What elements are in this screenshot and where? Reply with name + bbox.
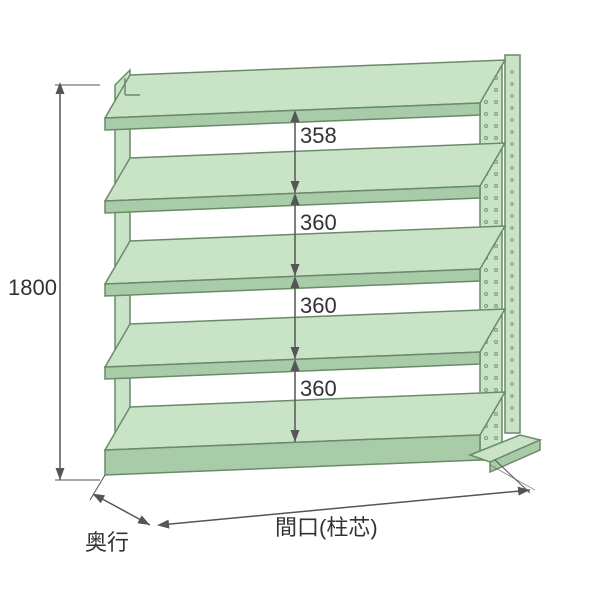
- shelf-2: [105, 143, 505, 213]
- rear-right-post: [505, 55, 520, 433]
- shelf-4: [105, 309, 505, 379]
- gap4-label: 360: [300, 376, 337, 402]
- height-dimension: [55, 85, 100, 480]
- width-label: 間口(柱芯): [275, 510, 378, 542]
- depth-label: 奥行: [85, 525, 129, 557]
- shelf-5: [105, 392, 505, 475]
- gap2-label: 360: [300, 210, 337, 236]
- shelf-3: [105, 226, 505, 296]
- height-label: 1800: [8, 275, 57, 301]
- gap1-label: 358: [300, 123, 337, 149]
- shelf-1: [105, 60, 505, 130]
- gap3-label: 360: [300, 293, 337, 319]
- front-left-post: [105, 118, 117, 480]
